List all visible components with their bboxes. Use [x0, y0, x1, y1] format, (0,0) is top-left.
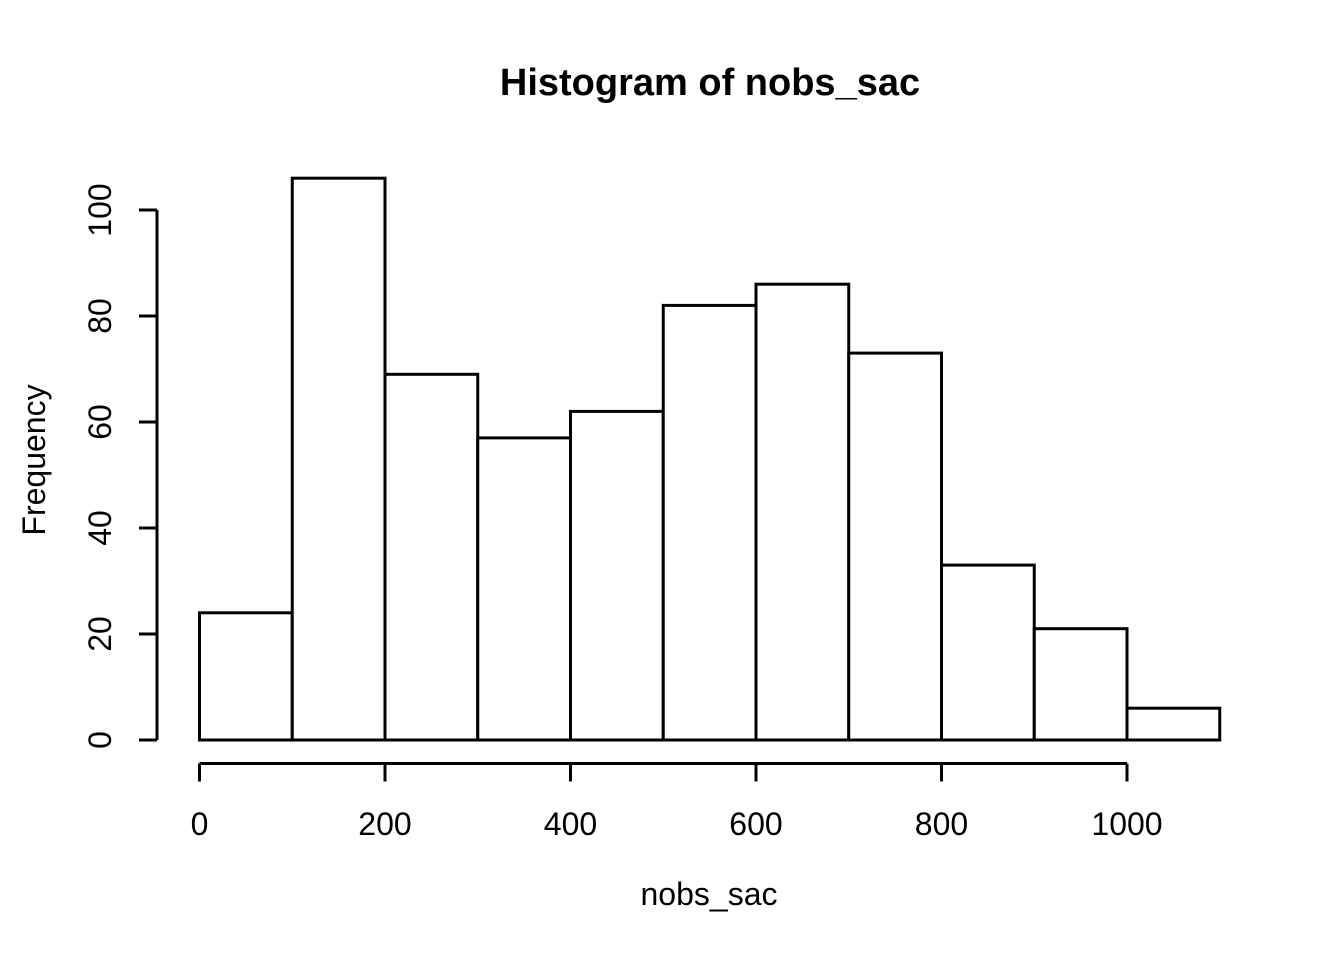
x-axis: 0 200 400 600 800 1000: [191, 762, 1163, 842]
histogram-bar: [847, 351, 943, 742]
y-tick-label: 60: [82, 404, 118, 440]
histogram-bar: [754, 282, 851, 742]
x-tick-label: 1000: [1091, 806, 1162, 842]
histogram-bar: [1032, 627, 1129, 742]
x-tick-label: 800: [915, 806, 968, 842]
x-tick-label: 600: [729, 806, 782, 842]
histogram-bar: [940, 563, 1036, 742]
histogram-bar: [1125, 706, 1222, 742]
histogram-bar: [476, 436, 572, 742]
y-tick-label: 40: [82, 510, 118, 546]
y-axis-label: Frequency: [16, 384, 52, 535]
x-tick-label: 0: [191, 806, 209, 842]
y-tick-label: 20: [82, 616, 118, 652]
y-tick-label: 0: [82, 731, 118, 749]
histogram-bar: [661, 303, 758, 742]
histogram-bar: [383, 372, 480, 742]
x-tick-label: 400: [544, 806, 597, 842]
x-tick-label: 200: [358, 806, 411, 842]
histogram-bars: [198, 176, 1222, 742]
y-tick-label: 80: [82, 298, 118, 334]
y-axis: 0 20 40 60 80 100: [82, 183, 159, 749]
histogram-bar: [569, 409, 665, 742]
y-tick-label: 100: [82, 183, 118, 236]
chart-title: Histogram of nobs_sac: [500, 62, 920, 104]
histogram-bar: [198, 611, 294, 742]
x-axis-label: nobs_sac: [641, 876, 778, 912]
histogram-bar: [290, 176, 387, 742]
